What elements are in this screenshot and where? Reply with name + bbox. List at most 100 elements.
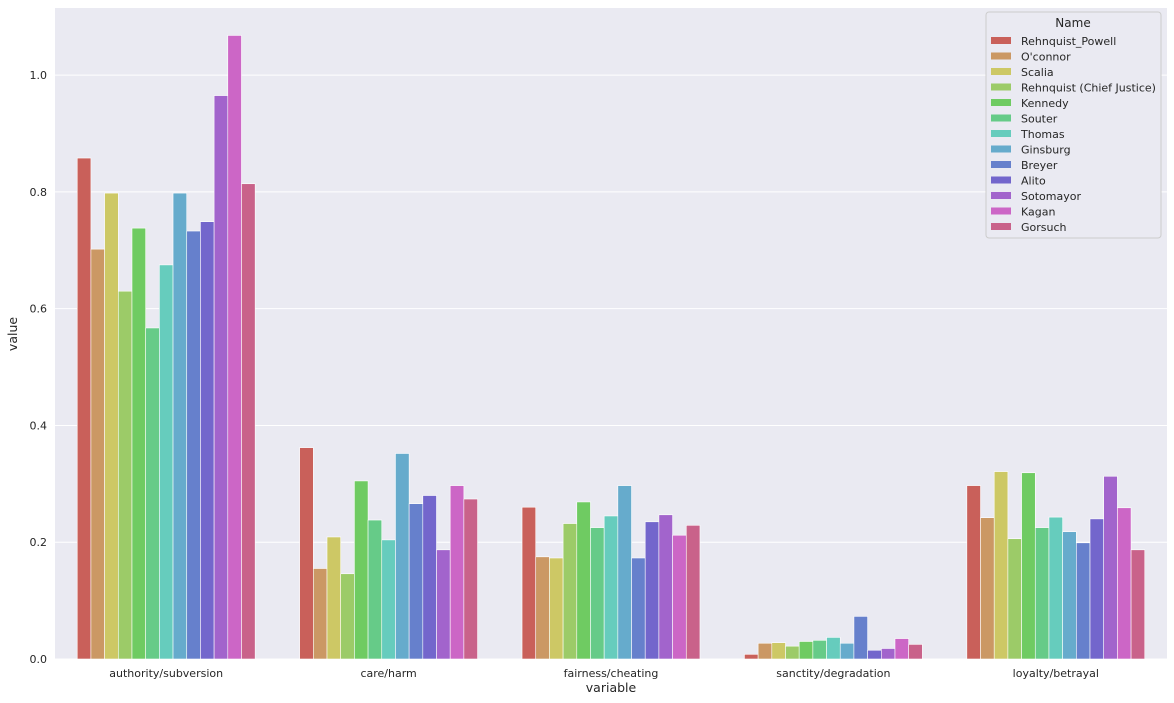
bar [313, 568, 328, 660]
y-tick-label: 0.6 [30, 303, 48, 316]
y-axis-title: value [5, 317, 20, 351]
bar [798, 641, 814, 660]
bar [463, 498, 478, 660]
bar [757, 642, 773, 660]
bar [90, 248, 105, 660]
bar [227, 35, 242, 660]
bar [535, 556, 550, 660]
bar [562, 523, 578, 660]
bar [617, 485, 632, 660]
bar [812, 640, 827, 660]
bar [993, 471, 1009, 660]
bar [576, 501, 591, 660]
legend-swatch [991, 145, 1011, 153]
bar [354, 480, 369, 660]
bar [867, 649, 882, 660]
legend-title: Name [1055, 16, 1090, 30]
legend-swatch [991, 37, 1011, 44]
bar [76, 157, 92, 660]
legend-swatch [991, 207, 1011, 215]
legend-label: O'connor [1021, 51, 1071, 64]
bar [395, 453, 410, 660]
bar [408, 503, 424, 660]
bar [590, 527, 605, 660]
legend-label: Sotomayor [1021, 190, 1081, 203]
legend-label: Scalia [1021, 66, 1054, 79]
legend-box [985, 11, 1162, 239]
bar [1117, 507, 1132, 660]
legend-swatch [991, 192, 1011, 199]
bar [894, 638, 909, 660]
legend-label: Thomas [1020, 128, 1065, 141]
bar [436, 549, 451, 660]
bar [104, 192, 119, 660]
bar [1089, 518, 1105, 660]
legend-swatch [991, 52, 1011, 60]
bar [826, 637, 841, 660]
bar [521, 506, 537, 660]
bar [159, 264, 174, 660]
bar [422, 495, 437, 660]
bar [1062, 531, 1077, 660]
bar [881, 648, 896, 660]
bar [1103, 475, 1118, 660]
bar [744, 654, 759, 660]
bar [381, 539, 396, 660]
legend-label: Breyer [1021, 159, 1058, 172]
bar [1021, 472, 1036, 660]
x-tick-label: sanctity/degradation [776, 667, 890, 680]
bar [839, 642, 855, 660]
bar [672, 534, 687, 660]
legend-label: Ginsburg [1021, 144, 1071, 157]
bar [326, 536, 341, 660]
legend-swatch [991, 99, 1011, 106]
bar [549, 557, 564, 660]
bar [644, 521, 660, 660]
legend-swatch [991, 83, 1011, 91]
legend-swatch [991, 161, 1011, 168]
legend-label: Souter [1021, 113, 1058, 126]
legend-label: Alito [1021, 175, 1046, 188]
bar [200, 221, 215, 660]
legend-label: Kagan [1021, 206, 1055, 219]
bar [186, 230, 201, 660]
y-tick-label: 0.4 [30, 419, 48, 432]
bar [1076, 542, 1091, 660]
y-tick-label: 1.0 [30, 69, 48, 82]
bar [980, 517, 995, 660]
legend-label: Rehnquist (Chief Justice) [1021, 82, 1156, 95]
bar [299, 447, 314, 660]
legend-label: Rehnquist_Powell [1021, 35, 1116, 48]
legend-swatch [991, 176, 1011, 184]
bar [631, 557, 646, 660]
x-axis-ticks: authority/subversion care/harm fairness/ch… [109, 667, 1099, 680]
y-axis-ticks: 0.0 0.2 0.4 0.6 0.8 1.0 [30, 69, 48, 666]
bar [367, 519, 383, 660]
bar [785, 645, 800, 660]
bar [603, 515, 619, 660]
bar [1048, 516, 1063, 660]
bar [771, 642, 786, 660]
bar [131, 227, 146, 660]
bar [685, 524, 701, 660]
y-tick-label: 0.2 [30, 536, 48, 549]
bar [1007, 538, 1022, 660]
bar [853, 616, 868, 660]
legend-label: Gorsuch [1021, 221, 1067, 234]
bar [340, 573, 355, 660]
legend-label: Kennedy [1021, 97, 1069, 110]
legend: Name Rehnquist_Powell O'connor Scalia Rehnq… [985, 11, 1162, 239]
y-tick-label: 0.8 [30, 186, 48, 199]
bar [117, 290, 133, 660]
legend-swatch [991, 68, 1011, 75]
bar [908, 644, 923, 660]
bar [172, 192, 188, 660]
bar [1130, 549, 1146, 660]
legend-swatch [991, 223, 1011, 230]
legend-swatch [991, 114, 1011, 122]
x-tick-label: care/harm [360, 667, 416, 680]
bar [213, 95, 229, 660]
bar [145, 327, 160, 660]
legend-swatch [991, 130, 1011, 137]
